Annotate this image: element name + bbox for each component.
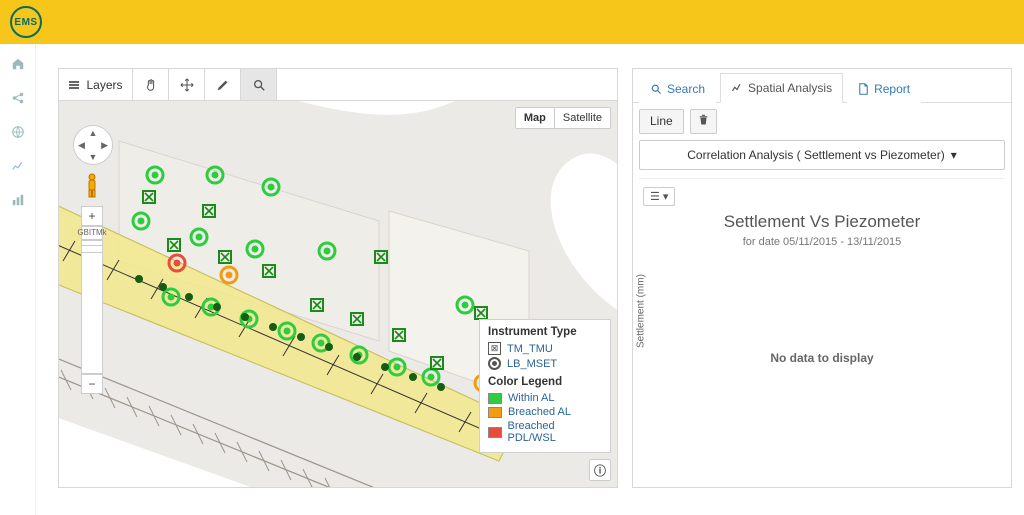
chart-subtitle: for date 05/11/2015 - 13/11/2015	[643, 236, 1001, 248]
nav-globe-icon[interactable]	[10, 124, 26, 140]
zoom-handle[interactable]	[81, 245, 103, 253]
legend-instrument-row[interactable]: LB_MSET	[488, 357, 602, 370]
brand-logo: EMS	[10, 6, 42, 38]
analysis-subbar: Line	[633, 103, 1011, 140]
tab-spatial-analysis[interactable]: Spatial Analysis	[720, 73, 843, 103]
nav-share-icon[interactable]	[10, 90, 26, 106]
map-panel: Layers Map Satellite ▲▼▶◀	[58, 68, 618, 488]
nav-chart-icon[interactable]	[10, 158, 26, 174]
left-nav	[0, 44, 36, 515]
legend-color-row: Within AL	[488, 392, 602, 404]
map-info-button[interactable]: ⓘ	[589, 459, 611, 481]
chart-nodata: No data to display	[770, 351, 873, 365]
chart-title: Settlement Vs Piezometer	[643, 212, 1001, 232]
dropdown-label: Correlation Analysis ( Settlement vs Pie…	[687, 148, 944, 162]
map-toolbar: Layers	[59, 69, 617, 101]
layers-button[interactable]: Layers	[59, 69, 133, 100]
chart-area: ☰▾ Settlement Vs Piezometer for date 05/…	[639, 178, 1005, 487]
pencil-tool-button[interactable]	[205, 69, 241, 100]
chevron-down-icon: ▾	[951, 148, 957, 162]
legend-instrument-row[interactable]: ⊠TM_TMU	[488, 342, 602, 355]
map-type-switch[interactable]: Map Satellite	[515, 107, 611, 129]
tab-report[interactable]: Report	[847, 74, 921, 103]
tab-spatial-label: Spatial Analysis	[748, 81, 832, 95]
map-canvas[interactable]: Map Satellite ▲▼▶◀ + GBITMk − Instrument…	[59, 101, 617, 487]
zoom-in-button[interactable]: +	[81, 206, 103, 226]
delete-button[interactable]	[690, 109, 717, 134]
zoom-control[interactable]: + GBITMk −	[81, 206, 103, 394]
tab-search-label: Search	[667, 82, 705, 96]
pan-control[interactable]: ▲▼▶◀	[73, 125, 113, 165]
zoom-track[interactable]	[81, 240, 103, 374]
brand-text: EMS	[14, 17, 37, 28]
analysis-dropdown[interactable]: Correlation Analysis ( Settlement vs Pie…	[639, 140, 1005, 170]
legend-color-row: Breached PDL/WSL	[488, 420, 602, 444]
zoom-out-button[interactable]: −	[81, 374, 103, 394]
legend-color-title: Color Legend	[488, 376, 602, 388]
layers-label: Layers	[86, 78, 122, 92]
analysis-panel: Search Spatial Analysis Report Line Corr	[632, 68, 1012, 488]
legend-color-row: Breached AL	[488, 406, 602, 418]
legend-instrument-title: Instrument Type	[488, 326, 602, 338]
top-bar: EMS	[0, 0, 1024, 44]
map-type-map[interactable]: Map	[516, 108, 554, 128]
tab-search[interactable]: Search	[639, 74, 716, 103]
nav-stats-icon[interactable]	[10, 192, 26, 208]
search-tool-button[interactable]	[241, 69, 277, 100]
pegman-icon[interactable]	[83, 173, 101, 199]
chart-ylabel: Settlement (mm)	[636, 274, 647, 348]
map-type-satellite[interactable]: Satellite	[554, 108, 610, 128]
chart-menu-button[interactable]: ☰▾	[643, 187, 675, 206]
tab-report-label: Report	[874, 82, 910, 96]
legend-panel: Instrument Type ⊠TM_TMU LB_MSET Color Leg…	[479, 319, 611, 453]
panel-tabs: Search Spatial Analysis Report	[633, 69, 1011, 103]
line-button[interactable]: Line	[639, 109, 684, 134]
hand-tool-button[interactable]	[133, 69, 169, 100]
move-tool-button[interactable]	[169, 69, 205, 100]
nav-home-icon[interactable]	[10, 56, 26, 72]
